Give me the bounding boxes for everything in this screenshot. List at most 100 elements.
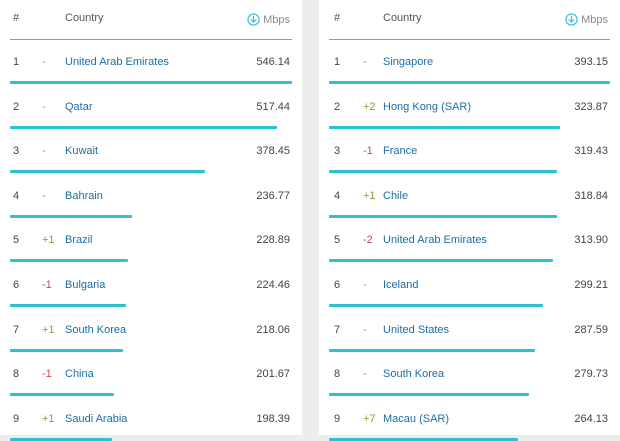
rank-number: 8	[334, 368, 341, 381]
rank-number: 9	[334, 412, 341, 425]
speed-bar	[10, 393, 114, 397]
rank-change: -	[42, 145, 46, 158]
table-row: 1 - Singapore 393.15	[319, 40, 620, 85]
table-row: 8 - South Korea 279.73	[319, 352, 620, 397]
unit-label: Mbps	[263, 13, 290, 26]
rank-change: -	[363, 368, 367, 381]
rank-change: -	[42, 100, 46, 113]
speed-value: 546.14	[256, 56, 290, 68]
table-row: 4 - Bahrain 236.77	[0, 174, 302, 219]
rank-change: -1	[42, 279, 52, 291]
unit-label: Mbps	[581, 13, 608, 26]
table-row: 5 -2 United Arab Emirates 313.90	[319, 218, 620, 263]
rank-change: -	[363, 323, 367, 336]
speed-bar	[10, 214, 132, 218]
rank-number: 2	[13, 100, 20, 113]
rank-number: 3	[13, 145, 20, 158]
speed-value: 224.46	[256, 279, 290, 291]
table-row: 7 +1 South Korea 218.06	[0, 308, 302, 353]
rank-change: +1	[42, 323, 55, 336]
rank-number: 7	[13, 323, 20, 336]
speed-bar	[329, 437, 518, 441]
rank-change: +2	[363, 100, 376, 113]
download-circle-icon	[565, 13, 578, 26]
country-link[interactable]: South Korea	[383, 368, 445, 381]
country-link[interactable]: Bahrain	[65, 189, 103, 202]
country-link[interactable]: France	[383, 145, 418, 158]
table-row: 9 +7 Macau (SAR) 264.13	[319, 397, 620, 441]
country-link[interactable]: United Arab Emirates	[65, 56, 169, 68]
table-header: # Country Mbps	[0, 0, 302, 40]
rank-change: +7	[363, 412, 376, 425]
speed-value: 319.43	[574, 145, 608, 158]
table-row: 2 - Qatar 517.44	[0, 85, 302, 130]
speed-bar	[10, 304, 126, 307]
rank-number: 4	[13, 189, 20, 202]
country-link[interactable]: United Arab Emirates	[383, 234, 487, 247]
header-divider	[329, 39, 610, 40]
table-row: 6 - Iceland 299.21	[319, 263, 620, 308]
country-column-header: Country	[65, 12, 104, 24]
country-link[interactable]: Saudi Arabia	[65, 412, 128, 425]
rank-number: 4	[334, 189, 341, 202]
country-link[interactable]: Hong Kong (SAR)	[383, 100, 472, 113]
speed-bar	[329, 259, 553, 263]
speed-bar	[329, 214, 557, 218]
download-circle-icon	[247, 13, 260, 26]
rank-number: 8	[13, 368, 20, 381]
country-link[interactable]: Brazil	[65, 234, 93, 247]
speed-bar	[329, 393, 529, 397]
speed-value: 378.45	[256, 145, 290, 158]
speed-value: 201.67	[256, 368, 290, 381]
rank-change: -1	[42, 368, 52, 381]
speed-bar	[10, 437, 112, 441]
rank-number: 6	[334, 279, 341, 291]
table-row: 9 +1 Saudi Arabia 198.39	[0, 397, 302, 441]
speed-value: 313.90	[574, 234, 608, 247]
table-row: 2 +2 Hong Kong (SAR) 323.87	[319, 85, 620, 130]
table-row: 3 -1 France 319.43	[319, 129, 620, 174]
speed-value: 218.06	[256, 323, 290, 336]
speed-column-header: Mbps	[247, 13, 290, 26]
table-header: # Country Mbps	[319, 0, 620, 40]
country-link[interactable]: Chile	[383, 189, 409, 202]
rank-change: -	[363, 279, 367, 291]
speed-bar	[329, 304, 543, 307]
rank-number: 5	[334, 234, 341, 247]
speed-value: 236.77	[256, 189, 290, 202]
country-link[interactable]: Bulgaria	[65, 279, 106, 291]
country-column-header: Country	[383, 12, 422, 24]
country-link[interactable]: Macau (SAR)	[383, 412, 450, 425]
speed-bar	[10, 170, 205, 174]
rank-column-header: #	[334, 12, 341, 24]
speed-bar	[329, 81, 610, 84]
country-link[interactable]: United States	[383, 323, 450, 336]
rank-change: -	[42, 56, 46, 68]
country-link[interactable]: South Korea	[65, 323, 127, 336]
country-link[interactable]: Singapore	[383, 56, 434, 68]
table-row: 7 - United States 287.59	[319, 308, 620, 353]
speed-bar	[10, 259, 128, 263]
rank-change: +1	[363, 189, 376, 202]
rank-number: 1	[13, 56, 20, 68]
header-divider	[10, 39, 292, 40]
rank-number: 3	[334, 145, 341, 158]
rank-number: 5	[13, 234, 20, 247]
speed-value: 517.44	[256, 100, 290, 113]
speed-value: 318.84	[574, 189, 608, 202]
table-row: 1 - United Arab Emirates 546.14	[0, 40, 302, 85]
table-row: 4 +1 Chile 318.84	[319, 174, 620, 219]
speed-value: 264.13	[574, 412, 608, 425]
rank-change: +1	[42, 234, 55, 247]
country-link[interactable]: China	[65, 368, 94, 381]
country-link[interactable]: Kuwait	[65, 145, 99, 158]
rank-number: 2	[334, 100, 341, 113]
country-link[interactable]: Iceland	[383, 279, 419, 291]
speed-value: 279.73	[574, 368, 608, 381]
country-link[interactable]: Qatar	[65, 100, 93, 113]
right-ranking-table: # Country Mbps 1 - Singapore 393.15 2 +2 Hong …	[319, 0, 620, 441]
speed-bar	[329, 125, 560, 129]
rank-change: -2	[363, 234, 373, 247]
rank-change: +1	[42, 412, 55, 425]
rank-change: -	[363, 56, 367, 68]
